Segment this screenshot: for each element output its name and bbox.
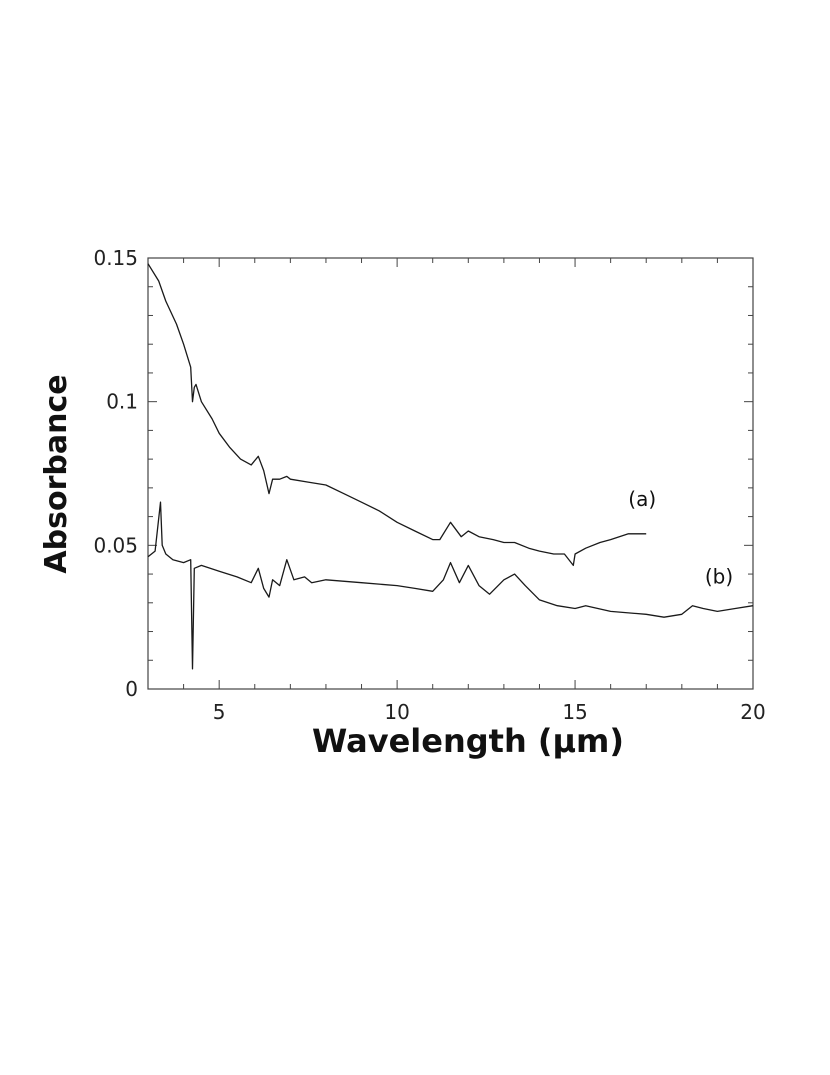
y-axis-title: Absorbance: [39, 374, 74, 573]
y-tick-label: 0.05: [93, 533, 138, 557]
y-tick-label: 0.15: [93, 246, 138, 270]
y-tick-label: 0: [125, 677, 138, 701]
x-tick-label: 10: [384, 700, 409, 724]
series-line-0: [147, 263, 647, 567]
x-axis-title: Wavelength (μm): [312, 722, 624, 760]
series-line-1: [147, 501, 754, 670]
x-tick-label: 20: [740, 700, 765, 724]
x-tick-label: 15: [562, 700, 587, 724]
plot-frame: [147, 257, 754, 690]
x-tick-label: 5: [213, 700, 226, 724]
series-label-1: (b): [705, 565, 733, 589]
y-tick-label: 0.1: [106, 390, 138, 414]
series-label-0: (a): [628, 487, 656, 511]
